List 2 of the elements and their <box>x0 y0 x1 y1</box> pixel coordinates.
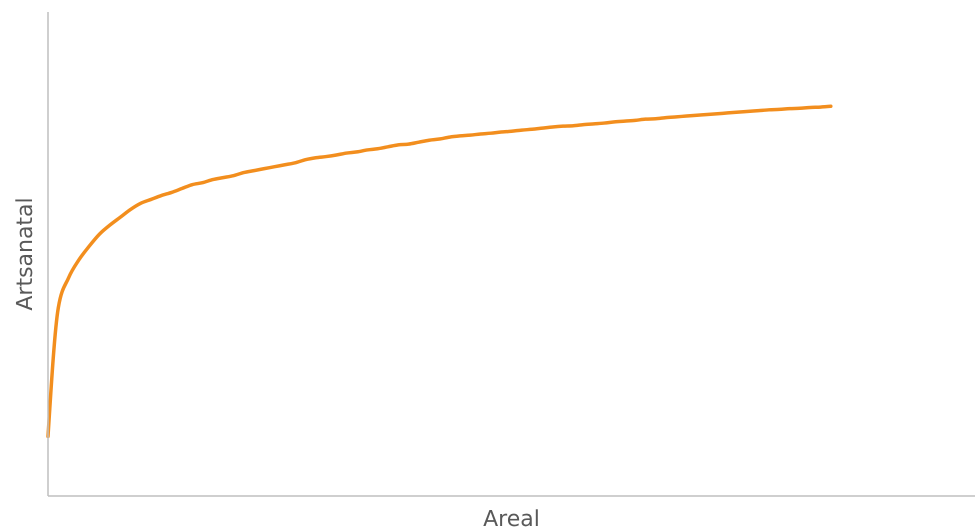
x-axis-title: Areal <box>483 507 540 531</box>
y-axis-title: Artsanatal <box>12 197 38 311</box>
